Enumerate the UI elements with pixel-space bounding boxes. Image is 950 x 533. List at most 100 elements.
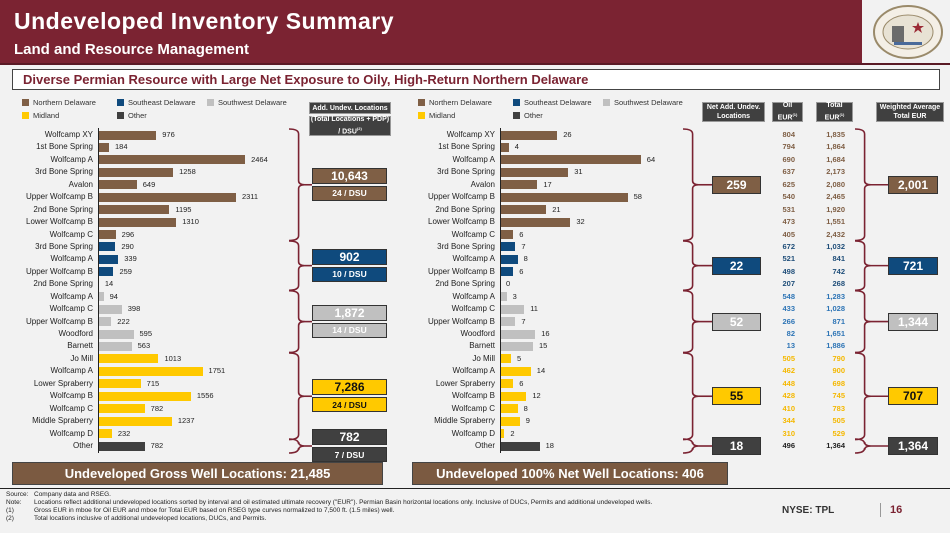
total-eur-value: 742: [832, 266, 845, 276]
legend-item: Northern Delaware: [22, 98, 96, 107]
left-row-label: Wolfcamp XY: [44, 130, 93, 139]
group-per-dsu: 7 / DSU: [312, 447, 387, 462]
gross-group-brace: [288, 289, 306, 354]
gross-value: 1013: [164, 353, 182, 363]
legend-item: Midland: [418, 111, 455, 120]
oil-eur-value: 310: [782, 428, 795, 438]
right-row-label: Upper Wolfcamp B: [428, 266, 495, 276]
oil-eur-value: 82: [786, 329, 795, 339]
oil-eur-value: 625: [782, 179, 795, 189]
oil-eur-value: 462: [782, 366, 795, 376]
right-row-label: Upper Wolfcamp B: [428, 192, 495, 202]
net-group-brace: [682, 128, 700, 242]
gross-bar: [98, 130, 157, 140]
gross-bar: [98, 304, 122, 314]
group-net-locations: 22: [712, 256, 761, 275]
left-row-label: Wolfcamp D: [49, 428, 93, 438]
total-eur-value: 1,886: [826, 341, 845, 351]
group-net-locations: 18: [712, 437, 761, 455]
net-value: 8: [523, 403, 528, 413]
total-eur-value: 783: [832, 403, 845, 413]
gross-value: 1310: [182, 217, 199, 227]
net-value: 58: [633, 192, 642, 202]
footnote-text: Company data and RSEG.: [34, 491, 111, 498]
left-row-label: Upper Wolfcamp B: [26, 266, 93, 276]
right-row-label: Wolfcamp D: [451, 428, 495, 438]
net-bar: [500, 329, 536, 339]
gross-bar: [98, 230, 116, 240]
header-total-per-dsu: (Total Locations + PDP) / DSU(2): [309, 116, 391, 136]
group-total-locations: 782: [312, 429, 387, 445]
net-value: 7: [521, 316, 526, 326]
left-row-label: Jo Mill: [70, 353, 93, 363]
gross-value: 222: [117, 316, 130, 326]
net-value: 9: [525, 416, 530, 426]
group-total-locations: 902: [312, 248, 387, 265]
footnote-key: Note:: [6, 499, 22, 506]
group-per-dsu: 14 / DSU: [312, 322, 387, 338]
texas-pacific-land-trust-logo: [873, 5, 943, 59]
total-eur-value: 790: [832, 353, 845, 363]
gross-group-brace: [288, 240, 306, 292]
oil-eur-value: 344: [782, 416, 795, 426]
footnote-ref: (1): [839, 112, 845, 118]
total-eur-value: 1,028: [826, 304, 845, 314]
net-value: 18: [545, 441, 554, 450]
right-row-label: Wolfcamp B: [452, 391, 495, 401]
total-eur-value: 698: [832, 378, 845, 388]
gross-bar: [98, 379, 141, 389]
gross-bar: [98, 416, 172, 426]
right-row-label: Other: [474, 441, 495, 450]
right-chart-axis: [500, 128, 501, 454]
left-row-label: Woodford: [58, 329, 93, 339]
right-row-label: Lower Spraberry: [435, 378, 495, 388]
footnote-ref: (2): [356, 126, 362, 132]
legend-swatch: [513, 112, 520, 119]
net-bar: [500, 416, 520, 426]
gross-bar: [98, 217, 177, 227]
legend-swatch: [207, 99, 214, 106]
eur-group-brace: [854, 289, 872, 354]
right-row-label: Upper Wolfcamp B: [428, 316, 495, 326]
net-value: 12: [532, 391, 541, 401]
gross-value: 782: [150, 403, 164, 413]
total-eur-value: 505: [832, 416, 845, 426]
group-per-dsu: 24 / DSU: [312, 185, 387, 201]
header-total-eur-text: Total EUR: [824, 102, 843, 122]
legend-item: Southeast Delaware: [513, 98, 592, 107]
gross-value: 563: [137, 341, 151, 351]
net-value: 5: [517, 353, 522, 363]
oil-eur-value: 13: [786, 341, 795, 351]
net-group-brace: [682, 438, 700, 454]
oil-eur-value: 496: [782, 441, 795, 450]
legend-label: Northern Delaware: [429, 98, 492, 107]
group-per-dsu: 10 / DSU: [312, 266, 387, 282]
group-weighted-eur: 707: [888, 387, 938, 406]
legend-left: Northern Delaware Southeast Delaware South…: [22, 98, 302, 124]
left-chart-axis: [98, 128, 99, 454]
total-eur-value: 2,465: [826, 192, 845, 202]
net-value: 64: [646, 154, 656, 164]
page-title: Undeveloped Inventory Summary: [14, 8, 395, 34]
oil-eur-value: 637: [782, 167, 795, 177]
legend-label: Southwest Delaware: [614, 98, 683, 107]
net-value: 7: [521, 241, 526, 251]
right-row-label: Barnett: [469, 341, 495, 351]
gross-value: 1237: [177, 416, 195, 426]
gross-bar: [98, 205, 170, 215]
net-bar: [500, 192, 628, 202]
total-eur-value: 1,551: [826, 217, 845, 227]
total-eur-value: 1,684: [826, 154, 845, 164]
net-value: 11: [530, 304, 538, 314]
total-eur-value: 1,651: [826, 329, 845, 339]
right-row-label: Wolfcamp C: [451, 403, 495, 413]
oil-eur-value: 498: [782, 266, 795, 276]
net-value: 6: [519, 229, 524, 239]
left-row-label: Upper Wolfcamp B: [26, 192, 93, 202]
total-eur-value: 1,864: [826, 142, 845, 152]
header-divider: [0, 63, 950, 65]
gross-value: 296: [121, 229, 135, 239]
left-row-label: Middle Spraberry: [32, 416, 93, 426]
legend-label: Other: [524, 111, 543, 120]
left-row-label: 3rd Bone Spring: [35, 167, 93, 177]
